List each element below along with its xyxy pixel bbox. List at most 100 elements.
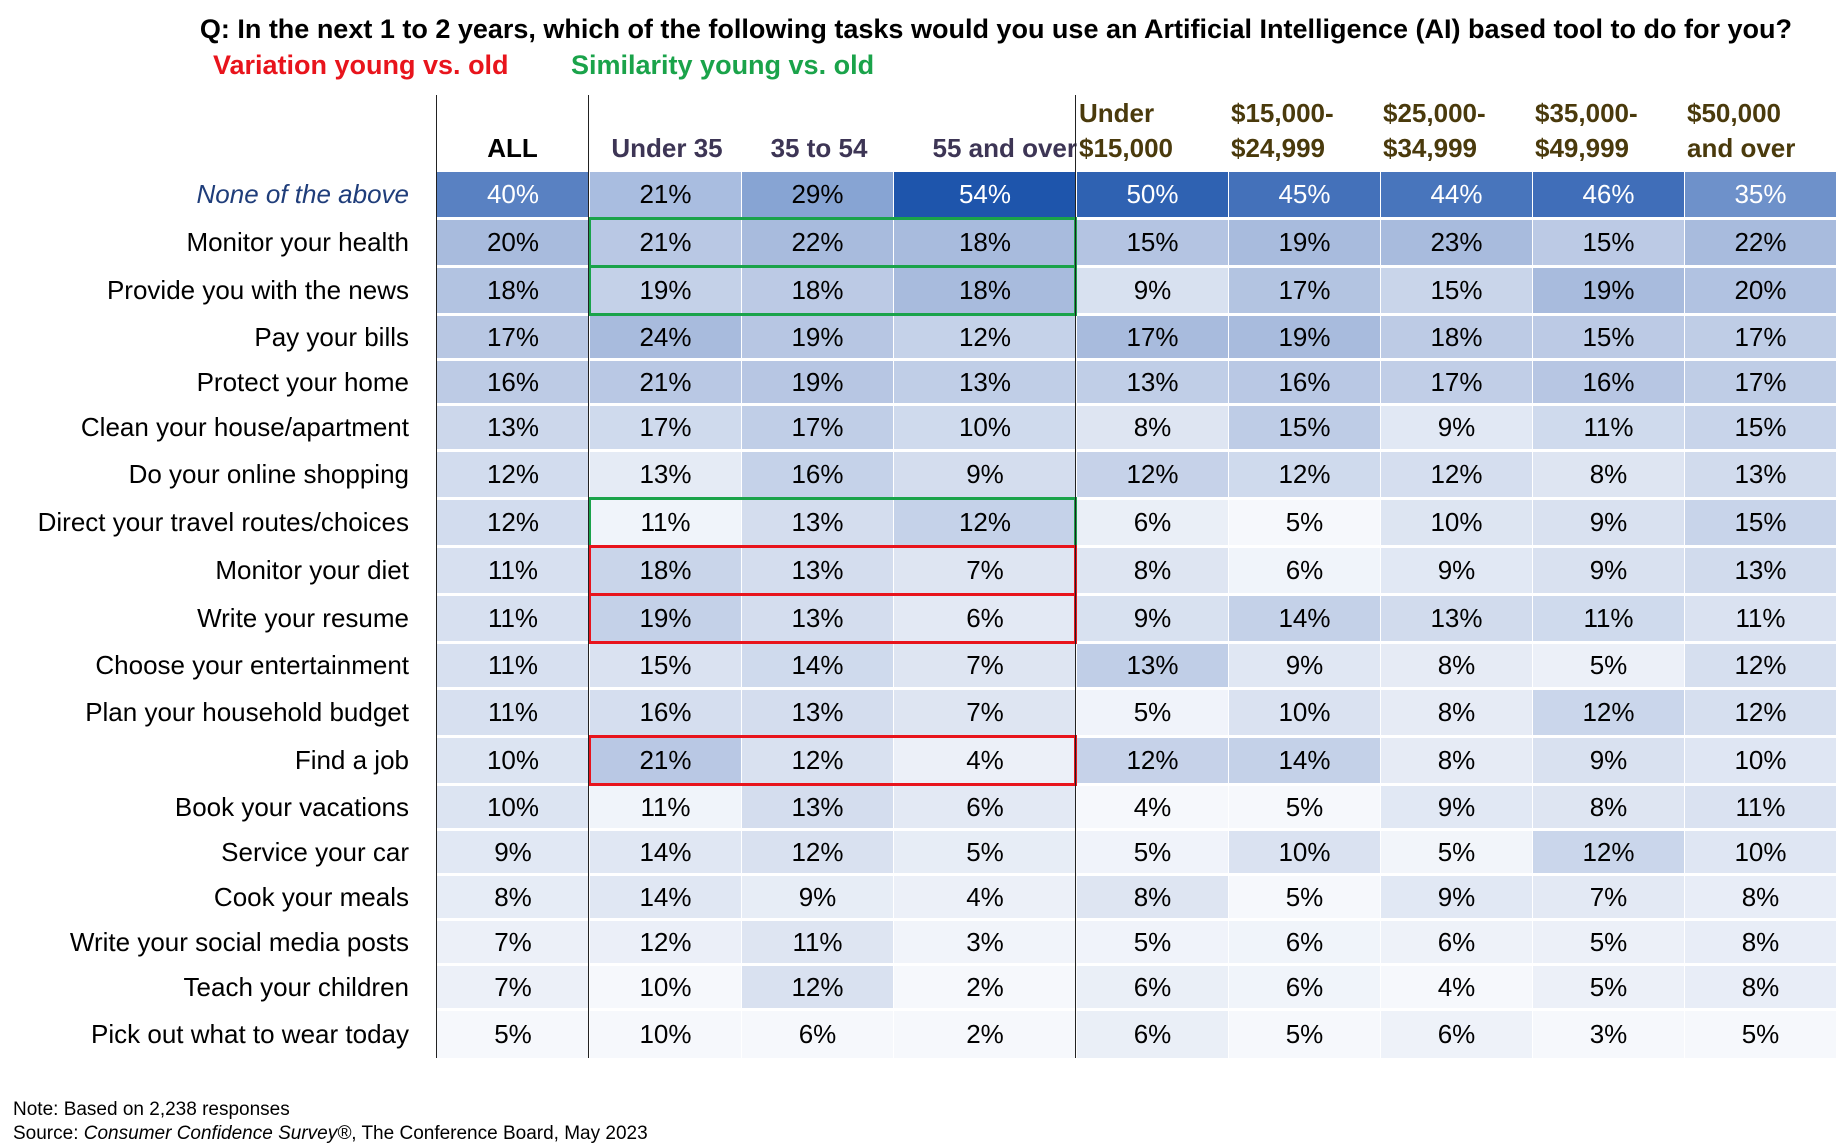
value-cell: 10%: [1229, 831, 1380, 873]
value-cell: 5%: [1229, 876, 1380, 918]
row-label: Find a job: [294, 745, 409, 775]
value-cell: 35%: [1685, 172, 1836, 217]
value-cell: 17%: [1381, 361, 1532, 403]
value-cell: 18%: [894, 268, 1076, 313]
row-label: Clean your house/apartment: [80, 412, 409, 442]
value-cell: 18%: [1381, 316, 1532, 358]
value-cell: 45%: [1229, 172, 1380, 217]
value-cell: 13%: [742, 548, 893, 593]
value-cell: 20%: [1685, 268, 1836, 313]
value-cell: 22%: [742, 220, 893, 265]
value-cell: 10%: [590, 966, 741, 1008]
column-header-9: and over: [1687, 133, 1796, 163]
value-cell: 6%: [1381, 1011, 1532, 1058]
value-cell: 7%: [437, 966, 589, 1008]
source-survey-name: Consumer Confidence Survey®: [83, 1123, 352, 1144]
value-cell: 15%: [1533, 316, 1684, 358]
row-label: Protect your home: [196, 367, 409, 397]
value-cell: 9%: [437, 831, 589, 873]
value-cell: 8%: [1077, 406, 1228, 449]
value-cell: 10%: [437, 786, 589, 828]
footnote-source: Source: Consumer Confidence Survey®, The…: [13, 1122, 648, 1146]
value-cell: 29%: [742, 172, 893, 217]
value-cell: 9%: [1229, 644, 1380, 687]
value-cell: 18%: [590, 548, 741, 593]
value-cell: 5%: [1077, 831, 1228, 873]
value-cell: 14%: [590, 876, 741, 918]
value-cell: 15%: [1685, 406, 1836, 449]
row-label: None of the above: [196, 179, 410, 209]
legend-similarity: Similarity young vs. old: [571, 50, 875, 80]
column-header-5: Under: [1079, 98, 1155, 128]
value-cell: 5%: [437, 1011, 589, 1058]
value-cell: 2%: [894, 966, 1076, 1008]
value-cell: 22%: [1685, 220, 1836, 265]
value-cell: 7%: [437, 921, 589, 963]
value-cell: 2%: [894, 1011, 1076, 1058]
value-cell: 8%: [1381, 738, 1532, 783]
value-cell: 5%: [1077, 921, 1228, 963]
value-cell: 12%: [437, 452, 589, 497]
value-cell: 12%: [742, 831, 893, 873]
value-cell: 11%: [590, 500, 741, 545]
value-cell: 12%: [742, 966, 893, 1008]
column-header-9: $50,000: [1687, 98, 1781, 128]
row-label: Pay your bills: [254, 322, 409, 352]
value-cell: 10%: [1685, 738, 1836, 783]
value-cell: 12%: [1381, 452, 1532, 497]
value-cell: 8%: [437, 876, 589, 918]
value-cell: 13%: [1685, 548, 1836, 593]
value-cell: 12%: [1077, 738, 1228, 783]
row-label: Plan your household budget: [85, 697, 409, 727]
value-cell: 12%: [1533, 831, 1684, 873]
value-cell: 4%: [894, 738, 1076, 783]
footnote: Note: Based on 2,238 responses Source: C…: [13, 1098, 648, 1146]
value-cell: 11%: [1685, 786, 1836, 828]
value-cell: 6%: [1229, 966, 1380, 1008]
value-cell: 13%: [742, 596, 893, 641]
value-cell: 11%: [1685, 596, 1836, 641]
value-cell: 13%: [590, 452, 741, 497]
row-label: Direct your travel routes/choices: [37, 507, 409, 537]
value-cell: 15%: [1533, 220, 1684, 265]
value-cell: 17%: [1229, 268, 1380, 313]
value-cell: 6%: [1229, 921, 1380, 963]
value-cell: 19%: [1229, 220, 1380, 265]
value-cell: 9%: [1533, 548, 1684, 593]
value-cell: 6%: [1077, 500, 1228, 545]
column-header-2: Under 35: [611, 133, 723, 163]
value-cell: 6%: [894, 596, 1076, 641]
column-header-6: $24,999: [1231, 133, 1325, 163]
value-cell: 46%: [1533, 172, 1684, 217]
value-cell: 40%: [437, 172, 589, 217]
column-header-3: 35 to 54: [770, 133, 868, 163]
value-cell: 18%: [894, 220, 1076, 265]
question-title: Q: In the next 1 to 2 years, which of th…: [199, 14, 1792, 44]
column-divider: [1075, 95, 1076, 1058]
column-header-4: 55 and over: [932, 133, 1077, 163]
value-cell: 19%: [742, 361, 893, 403]
value-cell: 5%: [1229, 500, 1380, 545]
value-cell: 12%: [894, 500, 1076, 545]
value-cell: 17%: [1685, 361, 1836, 403]
value-cell: 19%: [1229, 316, 1380, 358]
row-label: Cook your meals: [213, 882, 409, 912]
value-cell: 13%: [1077, 644, 1228, 687]
value-cell: 7%: [894, 690, 1076, 735]
source-prefix: Source:: [13, 1123, 84, 1144]
row-label: Monitor your diet: [215, 555, 409, 585]
value-cell: 5%: [1077, 690, 1228, 735]
value-cell: 17%: [1077, 316, 1228, 358]
value-cell: 9%: [1381, 406, 1532, 449]
value-cell: 12%: [437, 500, 589, 545]
value-cell: 17%: [742, 406, 893, 449]
value-cell: 21%: [590, 220, 741, 265]
value-cell: 16%: [590, 690, 741, 735]
value-cell: 12%: [742, 738, 893, 783]
value-cell: 15%: [590, 644, 741, 687]
value-cell: 13%: [742, 690, 893, 735]
column-header-8: $35,000-: [1535, 98, 1638, 128]
value-cell: 44%: [1381, 172, 1532, 217]
value-cell: 8%: [1077, 548, 1228, 593]
value-cell: 20%: [437, 220, 589, 265]
